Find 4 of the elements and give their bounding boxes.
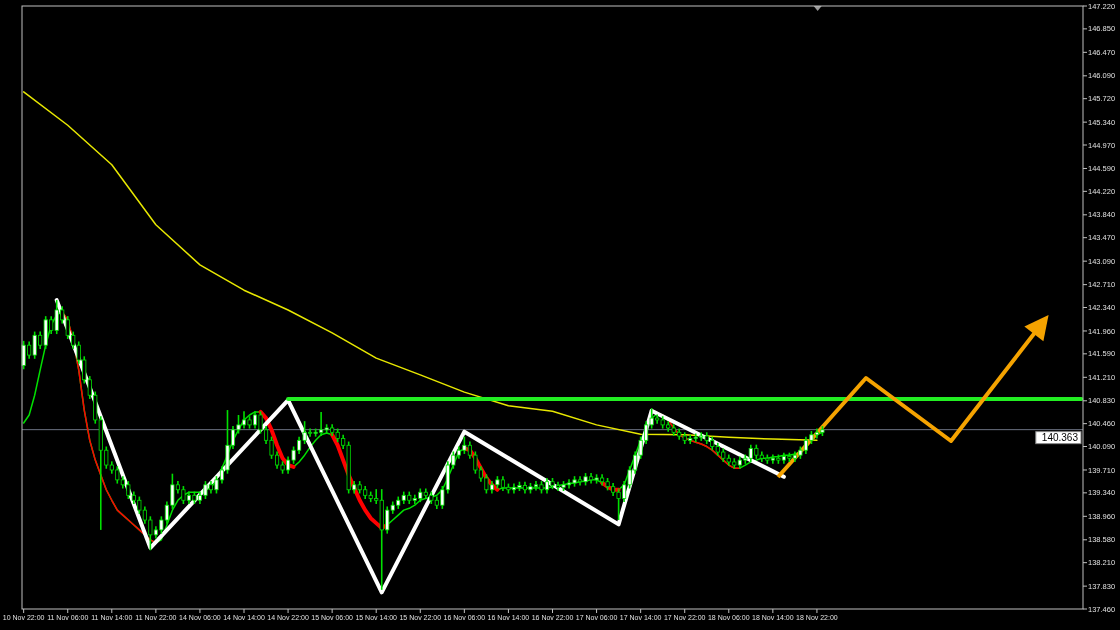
line-series: [54, 298, 786, 595]
line-series: [22, 91, 818, 442]
line-series: [258, 409, 296, 469]
ref-line-label: 140.363: [1041, 432, 1079, 444]
